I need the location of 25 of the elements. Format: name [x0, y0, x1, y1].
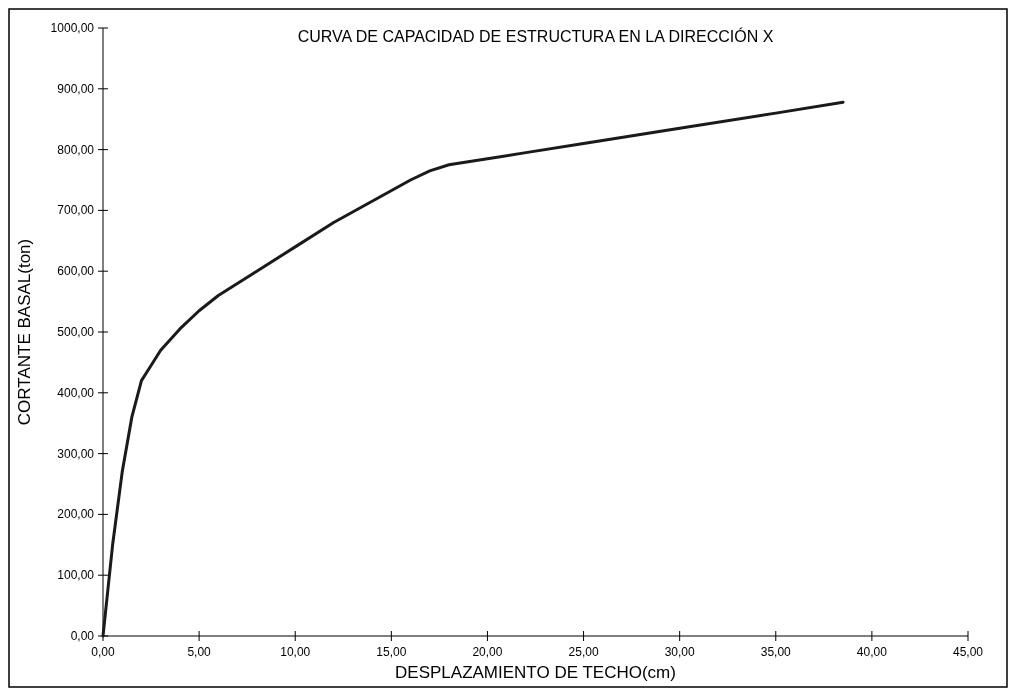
x-tick-label: 5,00: [187, 645, 212, 659]
y-tick-label: 200,00: [57, 507, 95, 522]
x-axis-title: DESPLAZAMIENTO DE TECHO(cm): [395, 663, 676, 682]
y-tick-label: 500,00: [57, 325, 95, 339]
y-axis-title: CORTANTE BASAL(ton): [15, 238, 34, 426]
chart-title: CURVA DE CAPACIDAD DE ESTRUCTURA EN LA DIRECCIÓN X: [297, 27, 774, 45]
x-tick-label: 35,00: [760, 645, 792, 659]
y-tick-label: 0,00: [70, 629, 95, 643]
x-tick-label: 10,00: [280, 645, 311, 659]
line-series: [101, 100, 845, 638]
x-tick-label: 40,00: [856, 645, 888, 659]
y-tick-label: 700,00: [57, 203, 95, 218]
x-tick-label: 20,00: [472, 645, 503, 659]
y-tick-label: 400,00: [57, 385, 95, 400]
y-tick-label: 800,00: [57, 142, 95, 157]
y-tick-label: 100,00: [57, 568, 95, 583]
x-tick-label: 25,00: [568, 645, 599, 659]
x-tick-label: 30,00: [664, 645, 696, 659]
x-tick-label: 15,00: [376, 645, 407, 659]
y-tick-label: 600,00: [57, 264, 95, 279]
y-tick-label: 1000,00: [50, 21, 95, 35]
x-tick-label: 0,00: [91, 645, 115, 659]
x-tick-label: 45,00: [952, 645, 984, 659]
y-tick-label: 300,00: [57, 446, 95, 461]
y-tick-label: 900,00: [57, 81, 95, 96]
